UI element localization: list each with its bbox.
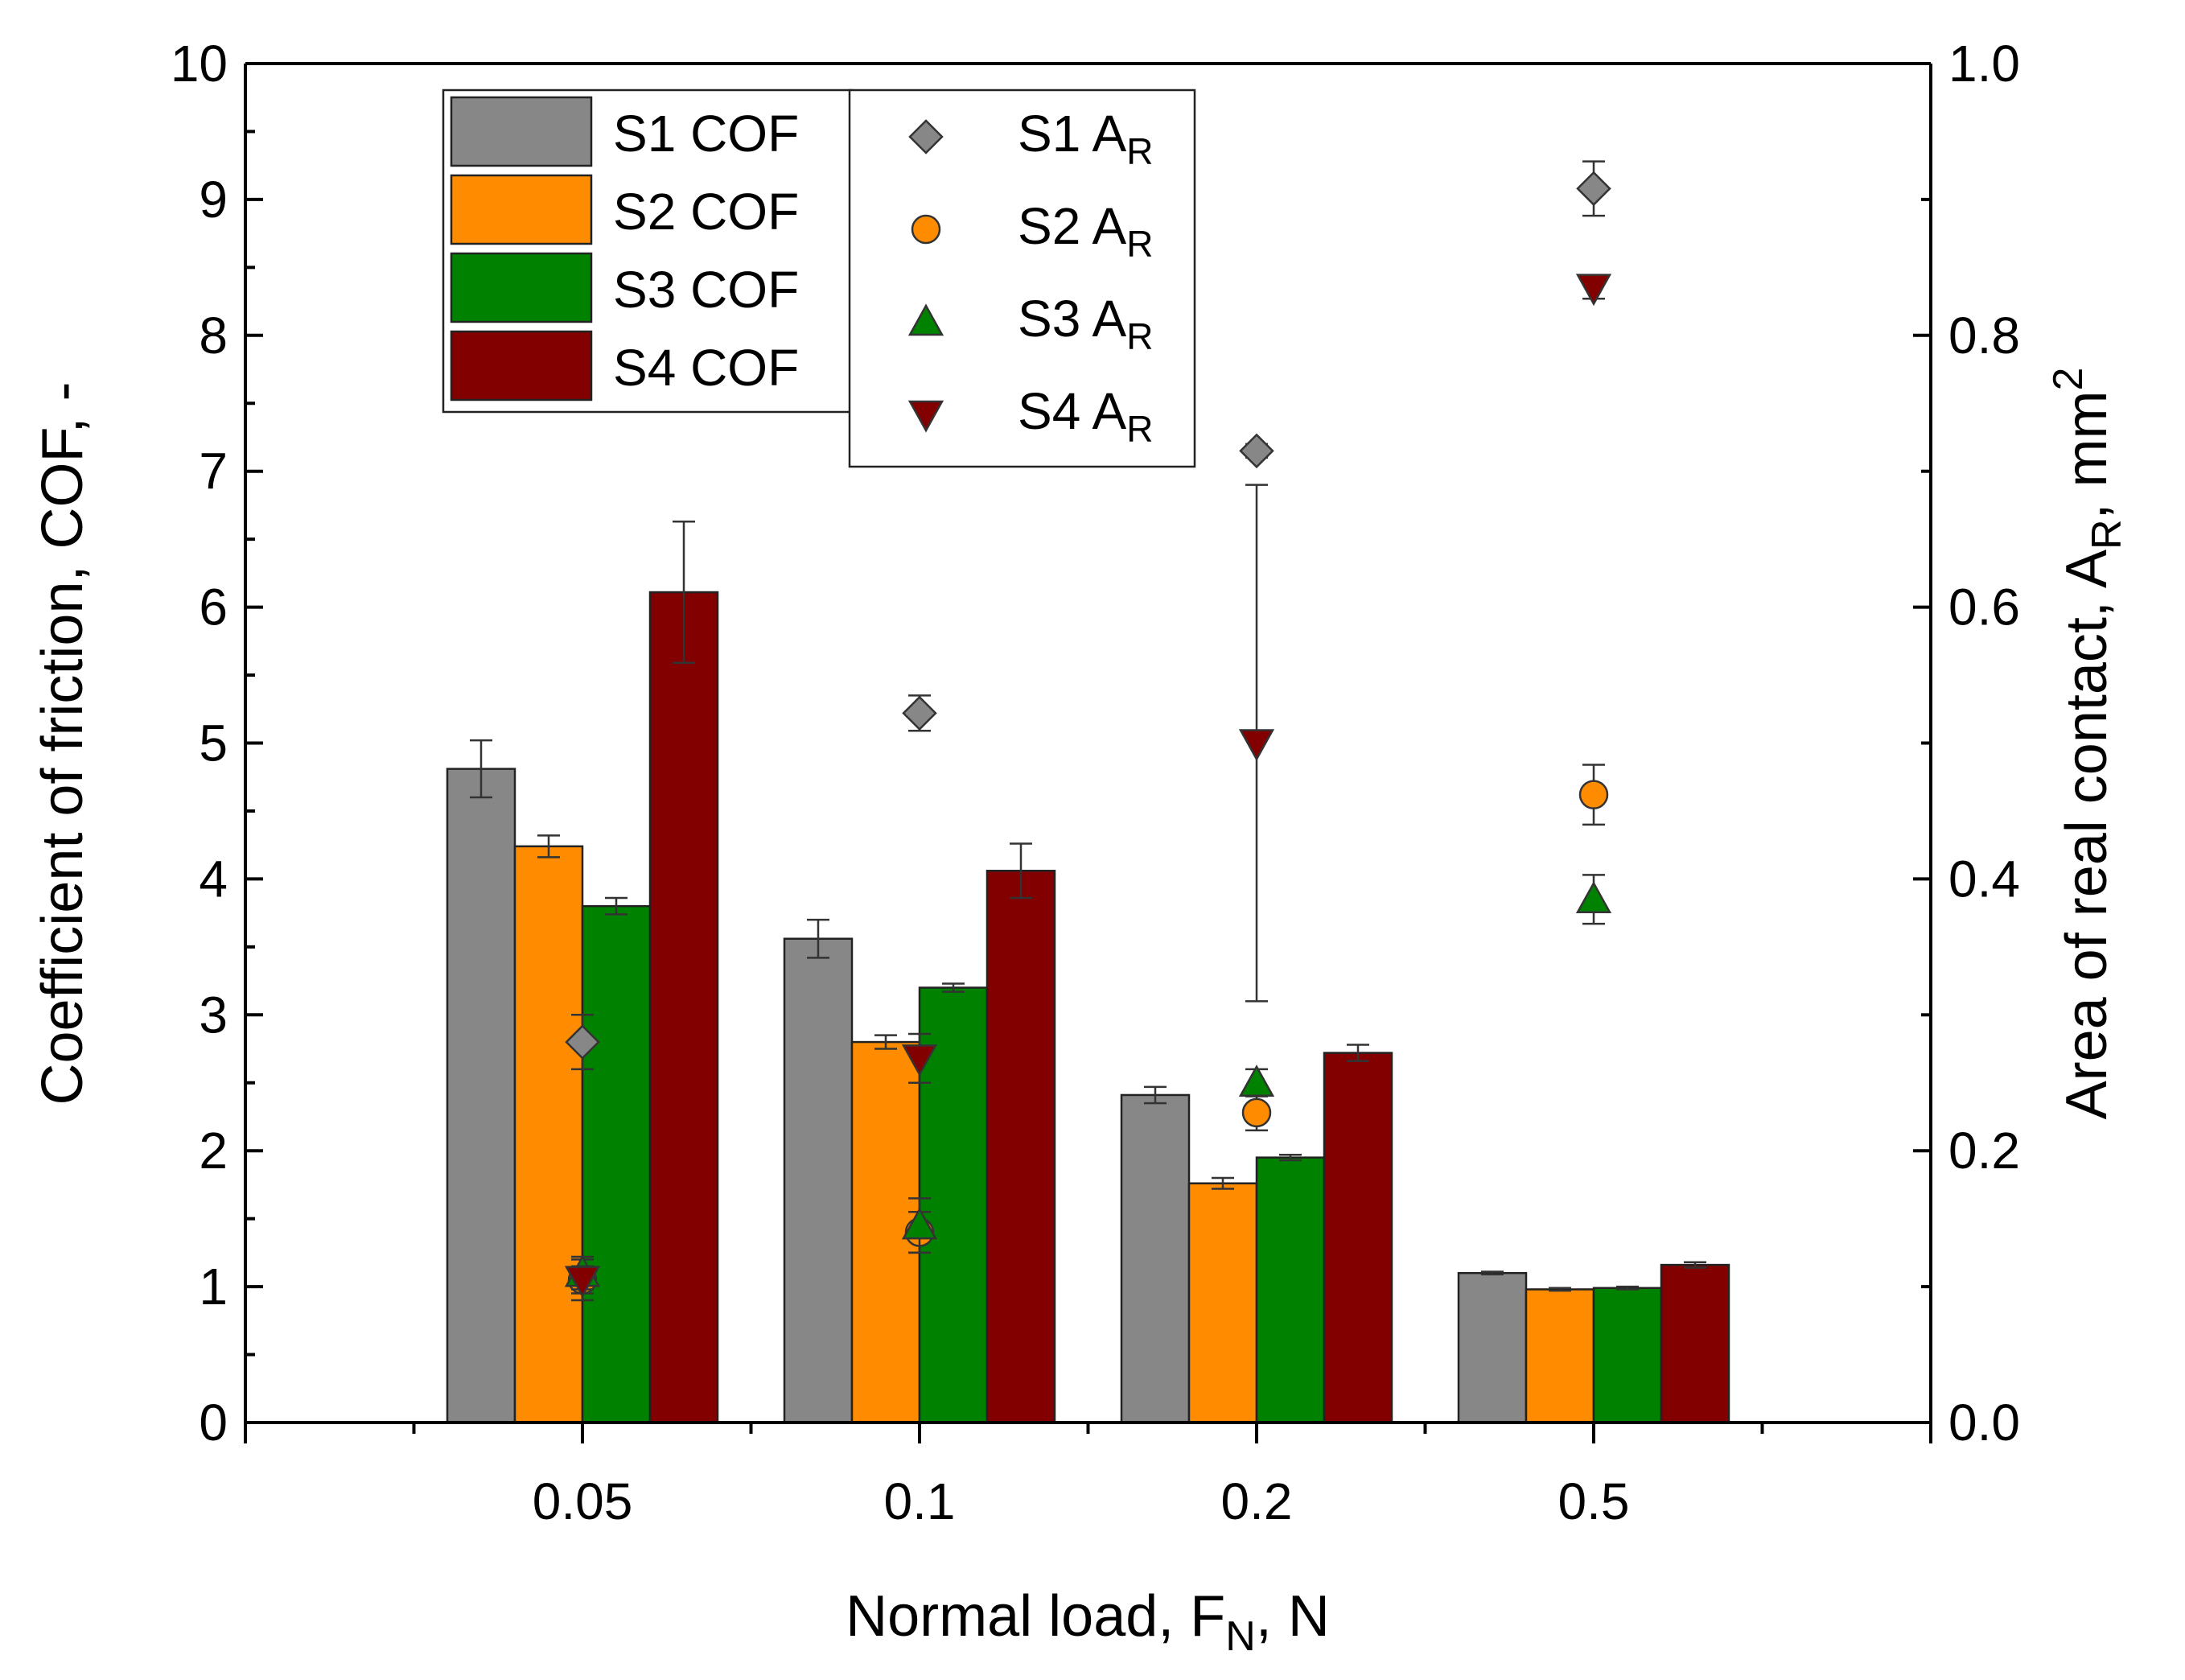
bar-s2-cof-0-5 <box>1525 1288 1595 1424</box>
y2-axis-title: Area of real contact, AR, mm2 <box>2045 368 2130 1120</box>
y2-tick-label-0-8: 0.8 <box>1948 307 2020 364</box>
point-s1-ar-0-1 <box>902 695 937 731</box>
legend-label-s4-ar: S4 AR <box>1018 382 1153 450</box>
point-s3-ar-0-1 <box>901 1207 938 1240</box>
bar-s3-cof-0-05 <box>581 904 652 1424</box>
y2-tick-label-0-2: 0.2 <box>1948 1122 2020 1180</box>
legend-marker-s2-ar <box>911 214 941 245</box>
errorbar-s3-cof-0-1 <box>942 982 965 993</box>
point-s2-ar-0-2 <box>1241 1097 1272 1128</box>
legend-markers <box>907 119 944 433</box>
legend-swatch-s4-cof <box>450 330 593 401</box>
legend-label-s1-ar: S1 AR <box>1018 105 1153 172</box>
y-axis-title: Coefficient of friction, COF, - <box>31 382 95 1106</box>
errorbar-s2-cof-0-1 <box>874 1034 897 1050</box>
x-tick-label-0-2: 0.2 <box>1221 1472 1293 1530</box>
legend-points-frame <box>848 89 1196 468</box>
legend-label-s2-cof: S2 COF <box>613 183 799 241</box>
legend-swatch-s1-cof <box>450 96 593 167</box>
bar-s1-cof-0-5 <box>1457 1271 1528 1424</box>
point-s4-ar-0-1 <box>901 1044 938 1077</box>
errorbar-s3-cof-0-2 <box>1279 1154 1302 1162</box>
legend-marker-s3-ar <box>907 303 944 336</box>
point-s2-ar-0-5 <box>1578 780 1609 809</box>
errorbar-s4-cof-0-2 <box>1347 1044 1369 1062</box>
bar-s4-cof-0-2 <box>1323 1052 1393 1424</box>
y-tick-label-5: 5 <box>199 714 228 772</box>
x-axis-title: Normal load, FN, N <box>846 1584 1330 1660</box>
y-tick-label-9: 9 <box>199 171 228 229</box>
y2-tick-label-0-0: 0.0 <box>1948 1394 2020 1451</box>
y-tick-label-6: 6 <box>199 579 228 636</box>
y-tick-label-1: 1 <box>199 1258 228 1316</box>
y-tick-label-4: 4 <box>199 850 228 908</box>
errorbar-s1-cof-0-1 <box>807 918 829 959</box>
bar-s2-cof-0-2 <box>1187 1182 1258 1424</box>
point-s4-ar-0-2 <box>1238 729 1275 762</box>
points-layer <box>564 160 1612 1302</box>
y-tick-label-7: 7 <box>199 443 228 500</box>
bar-s1-cof-0-2 <box>1120 1093 1191 1424</box>
point-s1-ar-0-2 <box>1239 433 1274 469</box>
legend-swatch-s3-cof <box>450 252 593 323</box>
bar-s4-cof-0-05 <box>648 591 719 1424</box>
bars-layer <box>446 520 1730 1424</box>
y2-tick-label-0-4: 0.4 <box>1948 850 2020 908</box>
y2-tick-label-0-6: 0.6 <box>1948 579 2020 636</box>
axes-layer: 0 1 2 3 4 5 6 7 8 9 10 0.0 0.2 0.4 0.6 0.8 1.0 0.05 0.1 0.2… <box>171 35 2020 1530</box>
bar-s1-cof-0-05 <box>446 768 516 1424</box>
errorbar-s4-cof-0-1 <box>1010 842 1032 900</box>
x-tick-label-0-05: 0.05 <box>533 1472 633 1530</box>
legend-marker-s1-ar <box>908 119 944 154</box>
x-tick-label-0-1: 0.1 <box>884 1472 956 1530</box>
legend-points: S1 AR S2 AR S3 AR S4 AR <box>848 89 1196 468</box>
y2-tick-label-1-0: 1.0 <box>1948 35 2020 93</box>
y-tick-label-3: 3 <box>199 986 228 1044</box>
point-s3-ar-0-2 <box>1238 1064 1275 1097</box>
errorbar-s2-cof-0-5 <box>1549 1287 1571 1292</box>
point-s4-ar-0-5 <box>1575 274 1612 307</box>
point-s3-ar-0-5 <box>1575 881 1612 913</box>
legend-marker-s4-ar <box>907 400 944 433</box>
x-tick-label-0-5: 0.5 <box>1558 1472 1630 1530</box>
errorbar-s4-cof-0-05 <box>673 520 695 665</box>
point-s4-ar-0-05 <box>564 1266 601 1299</box>
legend-swatch-s2-cof <box>450 174 593 245</box>
errorbar-s3-cof-0-05 <box>605 896 628 916</box>
bar-s4-cof-0-5 <box>1660 1263 1730 1424</box>
errorbar-s1-cof-0-05 <box>470 739 492 799</box>
legend-label-s4-cof: S4 COF <box>613 339 799 397</box>
y-tick-label-2: 2 <box>199 1122 228 1180</box>
legend-bars: S1 COF S2 COF S3 COF S4 COF <box>442 89 854 414</box>
legend-label-s3-cof: S3 COF <box>613 261 799 319</box>
legend-label-s1-cof: S1 COF <box>613 105 799 163</box>
bar-s3-cof-0-2 <box>1255 1156 1326 1424</box>
bar-s1-cof-0-1 <box>783 937 854 1424</box>
point-s1-ar-0-5 <box>1576 171 1611 207</box>
errorbar-s3-cof-0-5 <box>1616 1285 1639 1291</box>
errorbar-s2-cof-0-2 <box>1212 1176 1234 1190</box>
bar-s2-cof-0-05 <box>513 845 584 1424</box>
errorbar-s2-cof-0-05 <box>537 834 560 859</box>
point-s1-ar-0-05 <box>565 1024 600 1060</box>
y-tick-label-8: 8 <box>199 307 228 364</box>
errorbar-s4-cof-0-5 <box>1684 1261 1706 1269</box>
bar-s3-cof-0-5 <box>1592 1287 1663 1424</box>
y-tick-label-10: 10 <box>171 35 228 93</box>
bar-s4-cof-0-1 <box>986 870 1056 1424</box>
errorbar-s1-cof-0-2 <box>1144 1085 1167 1105</box>
legend-label-s2-ar: S2 AR <box>1018 197 1153 265</box>
errorbar-s1-cof-0-5 <box>1481 1270 1504 1276</box>
y-tick-label-0: 0 <box>199 1394 228 1451</box>
legend-label-s3-ar: S3 AR <box>1018 290 1153 357</box>
